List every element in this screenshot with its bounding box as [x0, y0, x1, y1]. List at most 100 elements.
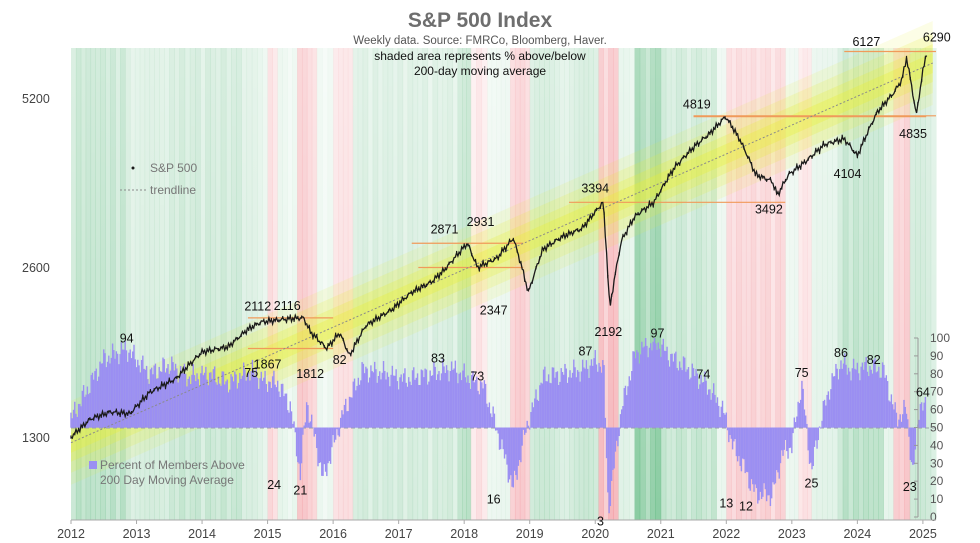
breadth-bar: [895, 412, 898, 428]
breadth-bar: [244, 369, 246, 428]
breadth-bar: [205, 366, 207, 428]
breadth-bar: [444, 372, 446, 428]
breadth-bar: [529, 427, 531, 430]
x-axis: 2012 2013 2014 2015 2016 2017 2018 2019 2020 2021…: [57, 519, 937, 541]
breadth-bar: [416, 373, 419, 428]
y-right-tick-0: 0: [930, 510, 937, 524]
breadth-bar: [190, 383, 192, 428]
breadth-bar: [822, 401, 825, 428]
breadth-bar: [362, 363, 365, 428]
breadth-bar: [726, 427, 729, 431]
breadth-bar: [114, 358, 116, 428]
breadth-bar: [127, 361, 129, 428]
breadth-bar: [776, 427, 778, 471]
breadth-bar: [279, 396, 281, 428]
price-bar: [894, 88, 896, 92]
price-bar: [240, 333, 242, 338]
breadth-bar: [466, 382, 468, 428]
breadth-bar: [74, 401, 76, 428]
price-bar: [815, 147, 817, 152]
breadth-bar: [105, 367, 107, 428]
y-right-tick-90: 90: [930, 349, 944, 363]
breadth-bar: [657, 342, 659, 428]
breadth-bar: [893, 409, 895, 428]
breadth-bar: [644, 338, 647, 428]
price-bar: [418, 286, 420, 290]
breadth-bar: [418, 385, 420, 428]
breadth-bar: [541, 383, 544, 428]
breadth-bar: [526, 420, 528, 428]
breadth-bar: [486, 403, 488, 428]
breadth-bar: [817, 427, 819, 441]
price-bar: [157, 388, 159, 392]
breadth-bar: [555, 372, 557, 428]
price-bar: [134, 404, 136, 408]
breadth-bar: [868, 376, 870, 428]
x-tick-2021: 2021: [647, 527, 675, 541]
price-bar: [921, 79, 923, 83]
price-label-6290: 6290: [923, 30, 951, 44]
breadth-bar: [200, 373, 202, 428]
price-bar: [130, 411, 133, 415]
price-bar: [868, 126, 870, 130]
breadth-bar: [400, 374, 402, 428]
legend-sp500-label: S&P 500: [150, 161, 197, 175]
breadth-bar: [123, 349, 125, 428]
price-bar: [697, 143, 700, 147]
price-bar: [142, 394, 144, 398]
breadth-bar: [375, 369, 377, 428]
breadth-bar: [561, 371, 564, 428]
breadth-bar: [676, 367, 678, 428]
breadth-bar: [186, 386, 188, 428]
price-bar: [917, 102, 919, 106]
breadth-bar: [729, 427, 731, 436]
chart-note-line-1: shaded area represents % above/below: [374, 49, 586, 63]
price-line: [70, 55, 928, 440]
breadth-bar: [690, 377, 692, 428]
breadth-bar: [270, 387, 273, 428]
price-bar: [85, 421, 87, 425]
breadth-label-83: 83: [431, 351, 445, 365]
breadth-bar: [794, 422, 797, 428]
price-bar: [319, 341, 322, 345]
breadth-bar: [222, 371, 225, 428]
breadth-bar: [748, 427, 750, 489]
breadth-bar: [913, 427, 915, 465]
breadth-label-86: 86: [834, 346, 848, 360]
breadth-bar: [879, 377, 881, 428]
breadth-bar: [781, 427, 783, 451]
price-bar: [603, 211, 605, 215]
breadth-bar: [571, 372, 574, 428]
breadth-bar: [113, 350, 115, 428]
breadth-bar: [345, 398, 347, 428]
price-bar: [660, 189, 662, 193]
breadth-bar: [358, 384, 361, 428]
breadth-bar: [522, 427, 525, 430]
breadth-bar: [323, 427, 325, 465]
breadth-bar: [663, 350, 666, 428]
breadth-bar: [786, 427, 788, 452]
breadth-bar: [419, 385, 421, 428]
x-tick-2024: 2024: [843, 527, 871, 541]
price-bar: [297, 315, 299, 320]
price-bar: [214, 346, 216, 350]
breadth-bar: [462, 370, 464, 428]
breadth-bar: [191, 374, 193, 428]
price-bar: [864, 138, 866, 142]
price-bar: [463, 243, 465, 247]
breadth-bar: [392, 375, 395, 428]
breadth-bar: [735, 427, 738, 457]
price-bar: [837, 141, 840, 145]
breadth-bar: [219, 383, 221, 428]
breadth-bar: [424, 368, 426, 428]
breadth-bar: [428, 381, 430, 428]
breadth-bar: [660, 356, 662, 428]
breadth-bar: [353, 378, 356, 428]
breadth-bar: [404, 368, 406, 428]
breadth-bar: [348, 396, 351, 428]
breadth-bar: [711, 393, 714, 428]
breadth-bar: [728, 427, 730, 443]
price-bar: [490, 258, 492, 262]
breadth-bar: [309, 421, 312, 428]
price-bar: [875, 111, 877, 116]
